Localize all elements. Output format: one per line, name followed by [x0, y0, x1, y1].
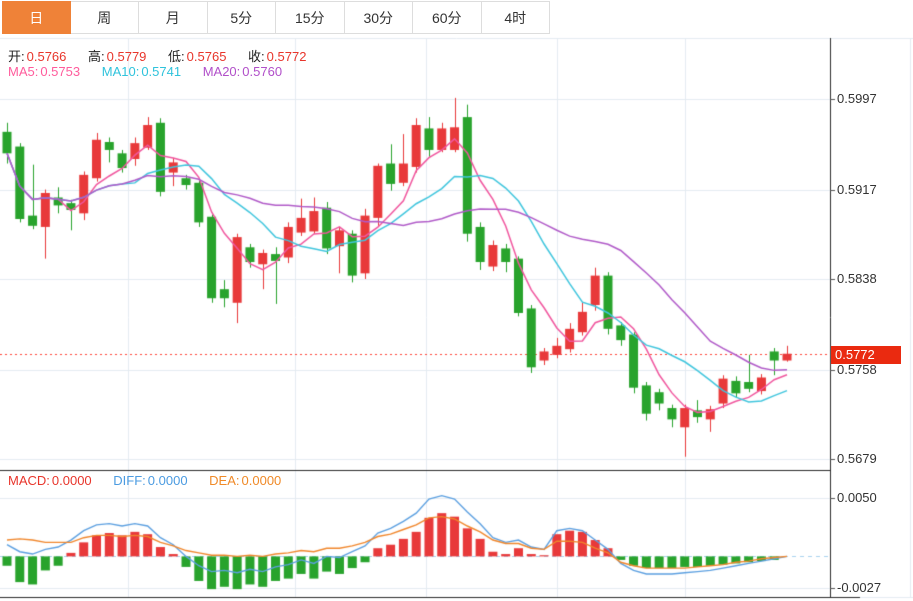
ma5-value: 0.5753 — [40, 64, 81, 79]
high-label: 高: — [88, 49, 105, 64]
high-value: 0.5779 — [106, 49, 147, 64]
macd-label: MACD: — [8, 473, 50, 488]
macd-axis-label: -0.0027 — [837, 579, 882, 595]
price-axis-label: 0.5838 — [837, 271, 877, 286]
diff-label: DIFF: — [113, 473, 146, 488]
price-axis-label: 0.5679 — [837, 451, 877, 466]
dea-value: 0.0000 — [241, 473, 282, 488]
open-value: 0.5766 — [26, 49, 67, 64]
ma5-label: MA5: — [8, 64, 39, 79]
tab-日[interactable]: 日 — [2, 1, 71, 34]
tab-月[interactable]: 月 — [139, 1, 208, 34]
ma-legend: MA5: 0.5753 MA10: 0.5741 MA20: 0.5760 — [8, 64, 284, 79]
price-axis-label: 0.5917 — [837, 181, 877, 197]
close-label: 收: — [248, 49, 265, 64]
tab-5分[interactable]: 5分 — [207, 1, 276, 34]
tab-4时[interactable]: 4时 — [481, 1, 550, 34]
dea-label: DEA: — [209, 473, 240, 488]
price-axis-label: 0.5997 — [837, 91, 877, 106]
current-price-tag: 0.5772 — [831, 345, 901, 364]
tab-周[interactable]: 周 — [70, 1, 139, 34]
ma10-label: MA10: — [101, 64, 140, 79]
macd-axis-label: 0.0050 — [837, 489, 877, 505]
ma20-value: 0.5760 — [242, 64, 283, 79]
diff-value: 0.0000 — [147, 473, 188, 488]
ma20-label: MA20: — [202, 64, 241, 79]
low-value: 0.5765 — [186, 49, 227, 64]
ma10-value: 0.5741 — [141, 64, 182, 79]
open-label: 开: — [8, 49, 25, 64]
low-label: 低: — [168, 49, 185, 64]
macd-value: 0.0000 — [51, 473, 92, 488]
close-value: 0.5772 — [266, 49, 307, 64]
price-axis-label: 0.5758 — [837, 361, 877, 377]
tab-60分[interactable]: 60分 — [413, 1, 482, 34]
tab-15分[interactable]: 15分 — [276, 1, 345, 34]
ohlc-legend: 开: 0.5766 高: 0.5779 低: 0.5765 收: 0.5772 — [8, 46, 308, 65]
macd-legend: MACD: 0.0000 DIFF: 0.0000 DEA: 0.0000 — [8, 473, 283, 488]
tab-30分[interactable]: 30分 — [344, 1, 413, 34]
timeframe-tabs: 日周月 5分 15分 30分 60分 4时 — [2, 1, 550, 35]
